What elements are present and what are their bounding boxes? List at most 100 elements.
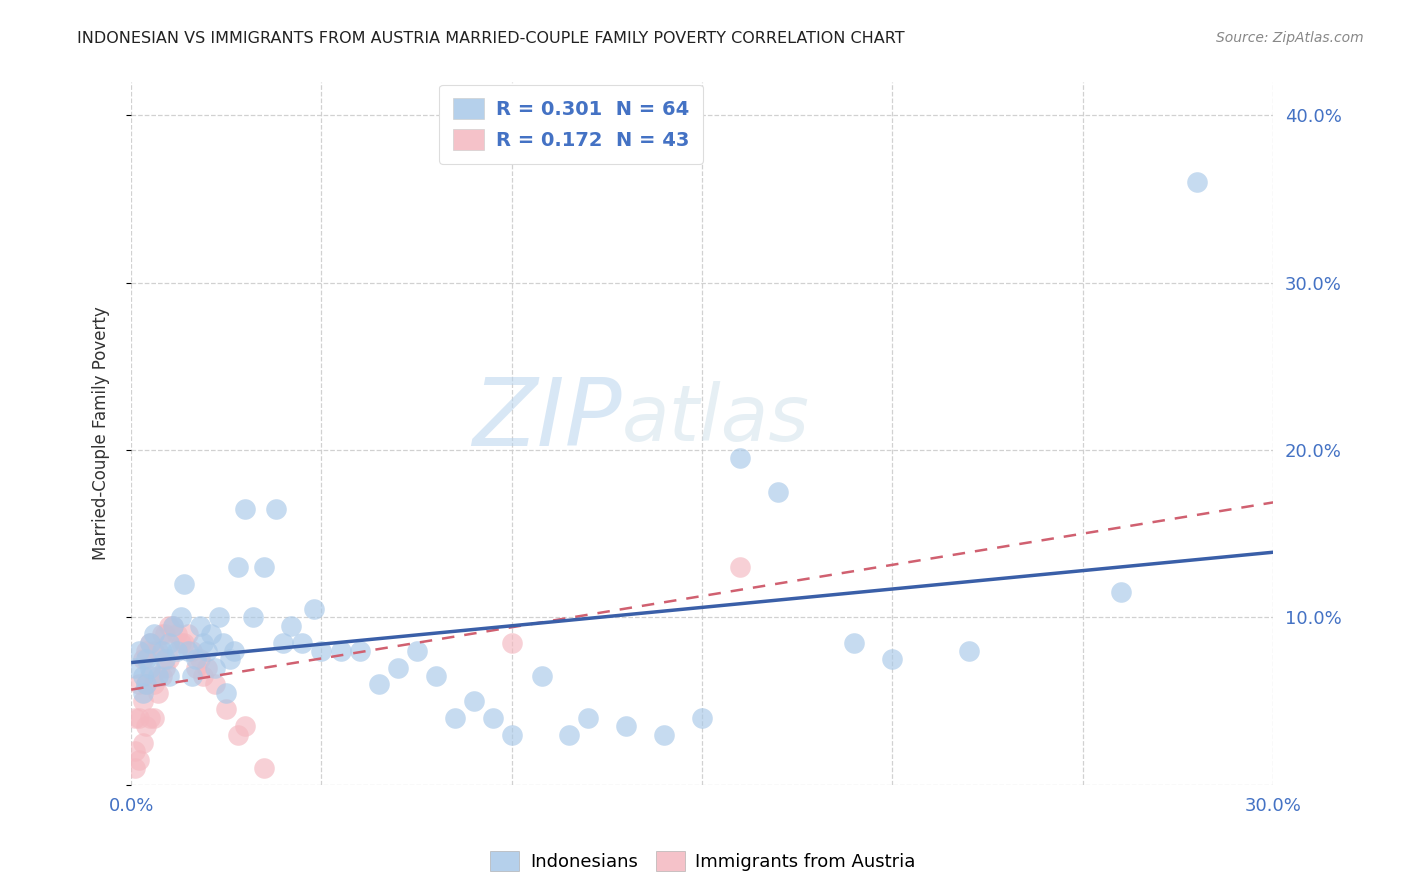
Point <box>157 635 180 649</box>
Point <box>166 644 188 658</box>
Point <box>222 644 245 658</box>
Point <box>155 652 177 666</box>
Point <box>146 686 169 700</box>
Point <box>204 677 226 691</box>
Legend: Indonesians, Immigrants from Austria: Indonesians, Immigrants from Austria <box>482 844 924 879</box>
Point <box>280 619 302 633</box>
Point <box>291 635 314 649</box>
Point <box>226 560 249 574</box>
Point <box>405 644 427 658</box>
Point <box>188 619 211 633</box>
Point <box>131 694 153 708</box>
Point <box>128 711 150 725</box>
Point <box>169 610 191 624</box>
Point <box>143 711 166 725</box>
Point <box>501 635 523 649</box>
Point <box>200 627 222 641</box>
Point <box>501 727 523 741</box>
Point <box>184 660 207 674</box>
Point <box>139 669 162 683</box>
Point <box>177 644 200 658</box>
Point <box>195 660 218 674</box>
Point <box>193 669 215 683</box>
Point <box>844 635 866 649</box>
Point <box>128 677 150 691</box>
Point <box>135 719 157 733</box>
Point <box>162 619 184 633</box>
Point <box>181 669 204 683</box>
Point <box>652 727 675 741</box>
Point <box>131 736 153 750</box>
Point <box>124 660 146 674</box>
Point <box>311 644 333 658</box>
Point <box>193 635 215 649</box>
Point <box>264 501 287 516</box>
Point <box>157 669 180 683</box>
Point <box>235 719 257 733</box>
Point <box>219 652 242 666</box>
Point <box>150 627 173 641</box>
Point <box>728 560 751 574</box>
Point <box>349 644 371 658</box>
Point <box>1109 585 1132 599</box>
Point <box>576 711 599 725</box>
Point <box>135 644 157 658</box>
Point <box>131 686 153 700</box>
Point <box>302 602 325 616</box>
Point <box>957 644 980 658</box>
Point <box>150 669 173 683</box>
Point <box>143 677 166 691</box>
Point <box>150 644 173 658</box>
Text: Source: ZipAtlas.com: Source: ZipAtlas.com <box>1216 31 1364 45</box>
Point <box>273 635 295 649</box>
Text: atlas: atlas <box>623 381 810 458</box>
Point <box>614 719 637 733</box>
Point <box>157 619 180 633</box>
Point <box>135 677 157 691</box>
Point <box>139 660 162 674</box>
Point <box>443 711 465 725</box>
Point <box>155 627 177 641</box>
Point <box>173 577 195 591</box>
Point <box>215 686 238 700</box>
Point <box>157 652 180 666</box>
Point <box>139 711 162 725</box>
Text: INDONESIAN VS IMMIGRANTS FROM AUSTRIA MARRIED-COUPLE FAMILY POVERTY CORRELATION : INDONESIAN VS IMMIGRANTS FROM AUSTRIA MA… <box>77 31 905 46</box>
Point <box>139 635 162 649</box>
Point <box>1185 175 1208 189</box>
Point <box>387 660 409 674</box>
Point <box>235 501 257 516</box>
Point <box>124 744 146 758</box>
Point <box>184 652 207 666</box>
Point <box>166 627 188 641</box>
Point <box>177 627 200 641</box>
Point <box>143 644 166 658</box>
Point <box>253 761 276 775</box>
Point <box>124 761 146 775</box>
Point <box>253 560 276 574</box>
Point <box>173 635 195 649</box>
Point <box>558 727 581 741</box>
Point <box>146 644 169 658</box>
Point <box>135 652 157 666</box>
Point <box>128 753 150 767</box>
Point <box>131 669 153 683</box>
Point <box>211 635 233 649</box>
Point <box>728 451 751 466</box>
Point <box>215 702 238 716</box>
Point <box>181 644 204 658</box>
Point <box>463 694 485 708</box>
Point <box>208 610 231 624</box>
Point <box>135 677 157 691</box>
Point <box>188 652 211 666</box>
Point <box>425 669 447 683</box>
Point <box>226 727 249 741</box>
Point <box>139 635 162 649</box>
Point <box>481 711 503 725</box>
Text: ZIP: ZIP <box>472 374 623 465</box>
Y-axis label: Married-Couple Family Poverty: Married-Couple Family Poverty <box>93 307 110 560</box>
Legend: R = 0.301  N = 64, R = 0.172  N = 43: R = 0.301 N = 64, R = 0.172 N = 43 <box>439 85 703 164</box>
Point <box>162 619 184 633</box>
Point <box>143 627 166 641</box>
Point <box>169 635 191 649</box>
